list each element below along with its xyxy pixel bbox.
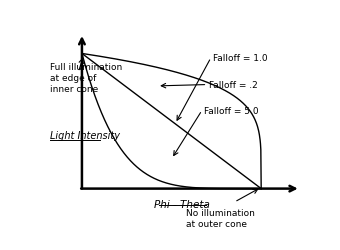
Text: Falloff = .2: Falloff = .2 bbox=[209, 81, 258, 90]
Text: Falloff = 5.0: Falloff = 5.0 bbox=[204, 106, 258, 115]
Text: Light Intensity: Light Intensity bbox=[50, 130, 120, 140]
Text: No illumination
at outer cone: No illumination at outer cone bbox=[186, 208, 255, 228]
Text: Falloff = 1.0: Falloff = 1.0 bbox=[213, 54, 268, 63]
Text: Phi - Theta: Phi - Theta bbox=[154, 200, 210, 209]
Text: Full illumination
at edge of
inner cone: Full illumination at edge of inner cone bbox=[50, 63, 122, 94]
